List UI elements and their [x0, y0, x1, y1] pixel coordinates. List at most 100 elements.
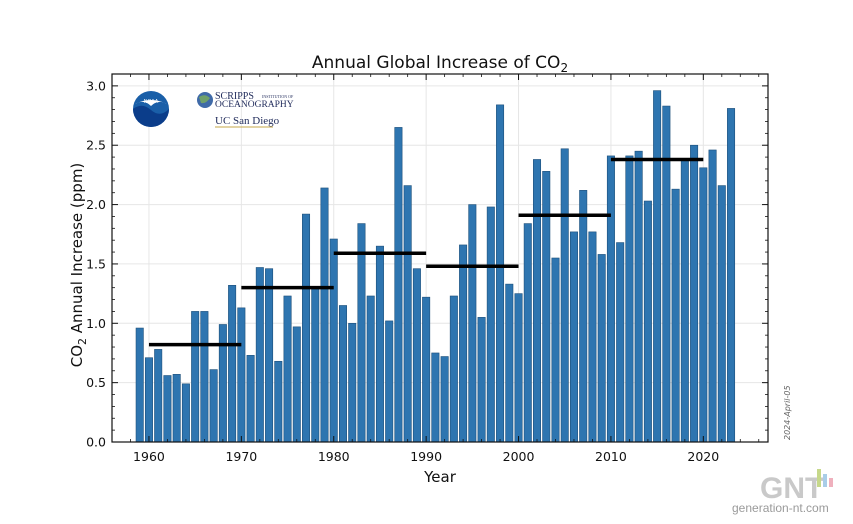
watermark-bar — [823, 474, 827, 487]
bar-2014 — [643, 200, 652, 443]
scripps-logo: SCRIPPS INSTITUTION OF OCEANOGRAPHY UC S… — [197, 91, 294, 128]
bar-2009 — [597, 254, 606, 443]
bar-1985 — [375, 245, 384, 443]
chart-title: Annual Global Increase of CO2 — [312, 53, 568, 75]
bar-1976 — [292, 326, 301, 443]
watermark-brand: GNT — [760, 472, 823, 505]
x-tick-labels: 1960 1970 1980 1990 2000 2010 2020 — [133, 449, 719, 464]
bar-2002 — [533, 159, 542, 443]
bar-1997 — [486, 206, 495, 443]
bar-2021 — [708, 149, 717, 443]
x-tick-label: 1980 — [318, 449, 350, 464]
bar-2017 — [671, 188, 680, 443]
bar-1973 — [265, 268, 274, 443]
datestamp: 2024-April-05 — [783, 385, 792, 440]
y-tick-label: 1.0 — [86, 316, 106, 331]
bar-1999 — [505, 283, 514, 443]
decade-average-lines — [148, 157, 704, 347]
x-axis-label: Year — [423, 468, 457, 486]
scripps-line2: OCEANOGRAPHY — [215, 100, 294, 110]
bar-1994 — [459, 244, 468, 443]
bar-1992 — [440, 356, 449, 443]
axis-ticks — [111, 73, 768, 443]
scripps-line1: SCRIPPS — [215, 91, 254, 102]
bar-2015 — [653, 90, 662, 443]
bar-2001 — [523, 223, 532, 443]
bar-1961 — [154, 349, 163, 443]
watermark-site: generation-nt.com — [732, 501, 829, 515]
x-tick-label: 2000 — [503, 449, 535, 464]
bar-2008 — [588, 231, 597, 443]
x-tick-label: 1960 — [133, 449, 165, 464]
x-tick-label: 1970 — [225, 449, 257, 464]
bar-1966 — [200, 311, 209, 443]
noaa-logo-text: NOAA — [144, 99, 159, 105]
bar-2003 — [542, 171, 551, 443]
y-tick-label: 2.0 — [86, 197, 106, 212]
bar-1996 — [477, 317, 486, 443]
watermark-bar — [829, 478, 833, 487]
bar-1980 — [329, 238, 338, 443]
bar-1972 — [255, 267, 264, 443]
y-tick-label: 2.5 — [86, 138, 106, 153]
y-tick-label: 0.5 — [86, 375, 106, 390]
bar-1986 — [385, 320, 394, 443]
bar-1987 — [394, 127, 403, 443]
bars — [135, 90, 736, 443]
watermark-bar — [817, 469, 821, 487]
y-tick-label: 0.0 — [86, 435, 106, 450]
bar-1995 — [468, 204, 477, 443]
bar-1969 — [228, 285, 237, 443]
bar-1962 — [163, 375, 172, 443]
ucsd-logo: UC San Diego — [215, 115, 280, 127]
bar-1959 — [135, 327, 144, 443]
bar-2005 — [560, 148, 569, 443]
x-tick-label: 2010 — [595, 449, 627, 464]
scripps-small: INSTITUTION OF — [262, 94, 294, 99]
bar-2007 — [579, 190, 588, 443]
bar-2010 — [606, 155, 615, 443]
bar-1998 — [496, 104, 505, 443]
noaa-logo: NOAA — [133, 91, 169, 127]
bar-1979 — [320, 187, 329, 443]
bar-2022 — [717, 185, 726, 443]
bar-1978 — [311, 288, 320, 443]
bar-1971 — [246, 355, 255, 443]
bar-1984 — [366, 295, 375, 443]
bar-1970 — [237, 307, 246, 443]
bar-2020 — [699, 167, 708, 443]
y-tick-label: 1.5 — [86, 256, 106, 271]
x-tick-label: 2020 — [687, 449, 719, 464]
bar-1967 — [209, 369, 218, 443]
bar-2004 — [551, 257, 560, 443]
bar-2018 — [680, 159, 689, 443]
bar-1974 — [274, 360, 283, 443]
bar-1989 — [412, 268, 421, 443]
y-axis-label: CO2 Annual Increase (ppm) — [68, 163, 89, 368]
bar-1968 — [218, 324, 227, 443]
bar-1982 — [348, 322, 357, 443]
bar-1964 — [181, 383, 190, 443]
bar-1981 — [338, 305, 347, 443]
bar-2012 — [625, 155, 634, 443]
plot-frame — [111, 73, 769, 443]
bar-2000 — [514, 293, 523, 443]
bar-1993 — [449, 295, 458, 443]
y-tick-labels: 0.0 0.5 1.0 1.5 2.0 2.5 3.0 — [86, 78, 106, 449]
bar-1991 — [431, 352, 440, 443]
bar-2011 — [616, 242, 625, 443]
bar-1988 — [403, 185, 412, 443]
bar-1960 — [144, 357, 153, 443]
bar-1983 — [357, 223, 366, 443]
bar-2016 — [662, 105, 671, 443]
bar-1977 — [302, 213, 311, 443]
bar-2023 — [727, 108, 736, 443]
bar-1963 — [172, 374, 181, 443]
bar-2019 — [690, 144, 699, 443]
bar-1975 — [283, 295, 292, 443]
bar-1990 — [422, 296, 431, 443]
bar-1965 — [191, 311, 200, 443]
watermark: GNT generation-nt.com — [732, 469, 833, 515]
y-tick-label: 3.0 — [86, 78, 106, 93]
